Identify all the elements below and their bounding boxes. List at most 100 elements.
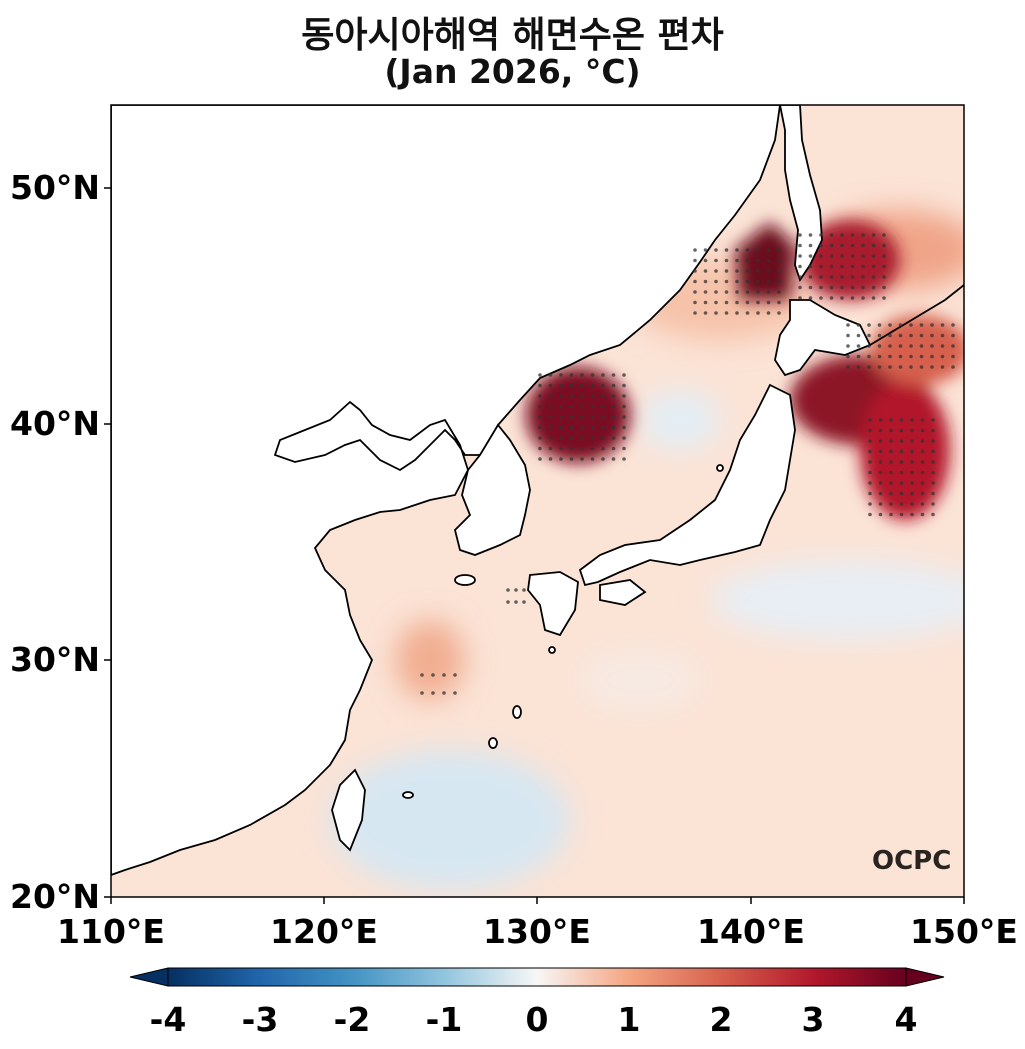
significance-dot (766, 248, 771, 252)
significance-dot (703, 279, 708, 284)
significance-dot (909, 333, 913, 338)
significance-dot (559, 373, 563, 377)
significance-dot (910, 439, 914, 443)
significance-dot (756, 248, 760, 252)
significance-dot (889, 481, 893, 485)
significance-dot (951, 344, 955, 348)
significance-dot (431, 691, 435, 695)
significance-dot (777, 300, 781, 305)
significance-dot (889, 428, 893, 433)
significance-dot (899, 449, 904, 454)
significance-dot (910, 470, 914, 475)
significance-dot (808, 254, 813, 258)
significance-dot (889, 470, 893, 475)
significance-dot (888, 354, 892, 359)
significance-dot (590, 446, 595, 451)
significance-dot (910, 418, 914, 422)
significance-dot (538, 383, 542, 388)
significance-dot (850, 275, 855, 279)
ocpc-logo: OCPC (872, 846, 952, 876)
significance-dots (420, 233, 955, 695)
significance-dot (951, 365, 955, 369)
significance-dot (840, 254, 844, 258)
significance-dot (920, 449, 925, 454)
significance-dot (846, 344, 850, 348)
significance-dot (888, 344, 892, 348)
significance-dot (735, 279, 739, 284)
significance-dot (442, 673, 446, 677)
significance-dot (920, 428, 925, 433)
significance-dot (538, 404, 542, 409)
significance-dot (819, 254, 823, 258)
significance-dot (703, 300, 708, 305)
significance-dot (611, 457, 616, 461)
significance-dot (714, 279, 718, 284)
significance-dot (819, 243, 823, 248)
significance-dot (703, 248, 708, 252)
significance-dot (622, 383, 626, 388)
lon-label-120e: 120°E (270, 912, 378, 951)
significance-dot (601, 436, 605, 440)
lat-label-40n: 40°N (10, 404, 101, 443)
significance-dot (756, 258, 760, 263)
significance-dot (867, 344, 871, 348)
significance-dot (898, 354, 903, 359)
significance-dot (846, 365, 850, 369)
significance-dot (899, 481, 904, 485)
map-title: 동아시아해역 해면수온 편차 (301, 15, 724, 56)
significance-dot (878, 512, 883, 517)
significance-dot (548, 415, 553, 419)
significance-dot (569, 436, 574, 440)
significance-dot (756, 290, 760, 294)
significance-dot (898, 333, 903, 338)
significance-dot (898, 365, 903, 369)
significance-dot (724, 269, 729, 273)
significance-dot (931, 460, 935, 464)
significance-dot (930, 354, 934, 359)
significance-dot (548, 383, 553, 388)
significance-dot (538, 394, 542, 398)
significance-dot (548, 425, 553, 430)
significance-dot (756, 311, 760, 315)
significance-dot (878, 502, 883, 506)
significance-dot (819, 296, 823, 300)
significance-dot (714, 269, 718, 273)
significance-dot (931, 481, 935, 485)
significance-dot (590, 383, 595, 388)
significance-dot (622, 425, 626, 430)
significance-dot (693, 311, 697, 315)
colorbar-label: -2 (333, 1000, 371, 1039)
significance-dot (569, 404, 574, 409)
significance-dot (840, 275, 844, 279)
significance-dot (878, 460, 883, 464)
significance-dot (580, 383, 584, 388)
significance-dot (756, 269, 760, 273)
significance-dot (601, 446, 605, 451)
significance-dot (590, 394, 595, 398)
significance-dot (930, 333, 934, 338)
significance-dot (777, 269, 781, 273)
significance-dot (548, 446, 553, 451)
axis-ticks (104, 187, 965, 904)
significance-dot (703, 269, 708, 273)
significance-dot (611, 373, 616, 377)
significance-dot (622, 404, 626, 409)
significance-dot (808, 264, 813, 269)
significance-dot (745, 269, 750, 273)
significance-dot (777, 311, 781, 315)
significance-dot (601, 404, 605, 409)
significance-dot (590, 373, 595, 377)
significance-dot (431, 673, 435, 677)
significance-dot (538, 425, 542, 430)
significance-dot (910, 449, 914, 454)
significance-dot (910, 512, 914, 517)
significance-dot (888, 323, 892, 327)
significance-dot (920, 491, 925, 496)
significance-dot (559, 446, 563, 451)
significance-dot (622, 415, 626, 419)
significance-dot (514, 600, 518, 604)
significance-dot (899, 439, 904, 443)
significance-dot (871, 233, 876, 237)
significance-dot (442, 691, 446, 695)
significance-dot (590, 415, 595, 419)
